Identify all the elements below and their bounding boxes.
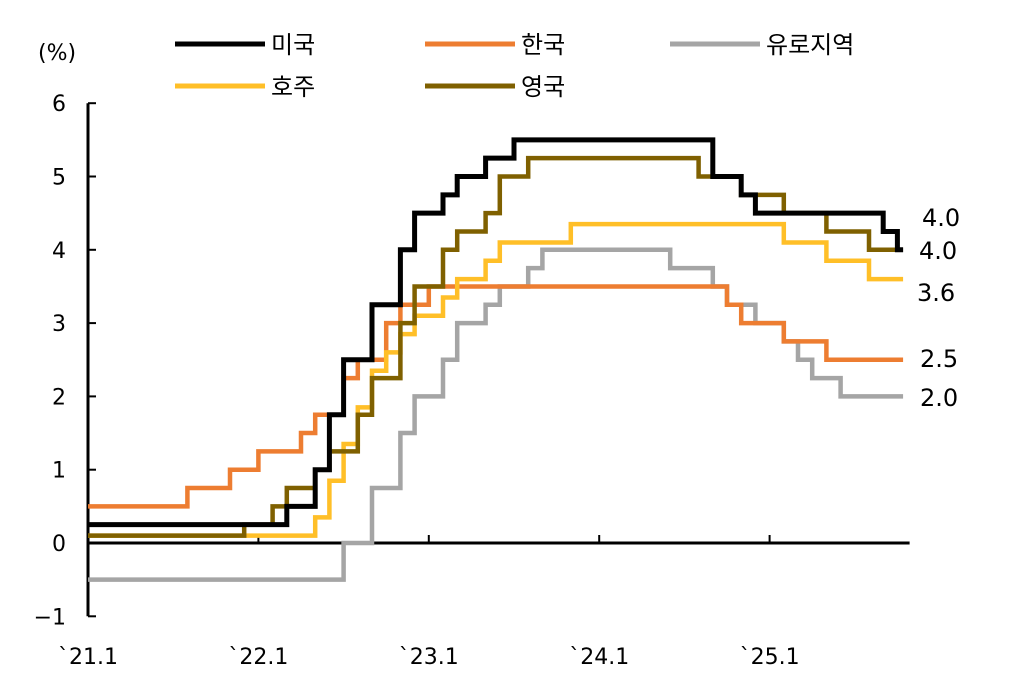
y-unit-label: (%): [38, 41, 76, 66]
series-line-4: [88, 155, 904, 538]
y-tick-label: 4: [52, 239, 66, 264]
x-tick-label: `23.1: [399, 645, 459, 670]
x-tick-label: `25.1: [740, 645, 800, 670]
legend-label: 유로지역: [766, 31, 854, 59]
series-lines: [88, 137, 904, 582]
end-value-label: 2.0: [920, 384, 958, 412]
legend-label: 호주: [271, 73, 315, 101]
x-tick-label: `24.1: [569, 645, 629, 670]
y-tick-label: 0: [52, 532, 66, 557]
end-value-label: 4.0: [919, 237, 957, 265]
legend-label: 영국: [521, 73, 565, 101]
y-tick-label: 2: [52, 385, 66, 410]
y-tick-label: 3: [52, 312, 66, 337]
x-tick-label: `22.1: [228, 645, 288, 670]
legend-label: 한국: [521, 31, 565, 59]
y-tick-label: 5: [52, 166, 66, 191]
series-line-1: [88, 284, 904, 509]
series-line-0: [88, 137, 904, 528]
end-labels: 4.0 2.5 2.0 3.6 4.0: [917, 204, 960, 412]
legend-label: 미국: [271, 31, 315, 59]
series-line-2: [88, 247, 904, 582]
y-tick-label: 6: [52, 92, 66, 117]
series-line-3: [88, 221, 904, 538]
y-tick-label: 1: [52, 459, 66, 484]
y-tick-label: −1: [34, 605, 66, 630]
end-value-label: 4.0: [922, 204, 960, 232]
axes: −1 0 1 2 3 4 5 6 `21.1 `22.1 `23.1 `24.1 `25.1: [34, 92, 910, 670]
end-value-label: 3.6: [917, 279, 955, 307]
end-value-label: 2.5: [920, 345, 958, 373]
x-tick-label: `21.1: [58, 645, 118, 670]
